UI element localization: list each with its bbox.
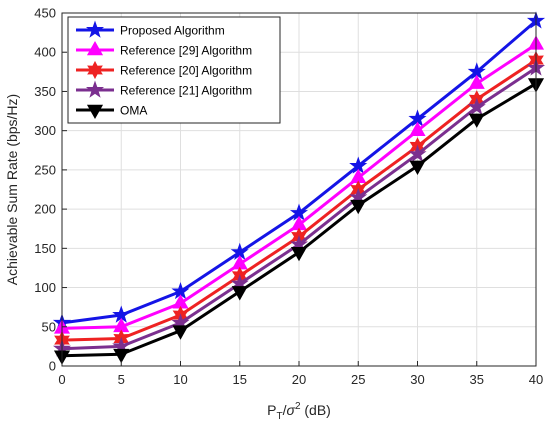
series-1 bbox=[53, 35, 545, 334]
x-tick-label: 15 bbox=[233, 372, 247, 387]
legend-swatch-marker bbox=[86, 104, 104, 120]
data-point bbox=[350, 199, 367, 215]
y-tick-label: 350 bbox=[34, 84, 56, 99]
legend: Proposed Algorithm Reference [29] Algorit… bbox=[67, 16, 281, 124]
legend-label: OMA bbox=[120, 104, 147, 118]
data-point bbox=[468, 74, 485, 89]
y-tick-label: 100 bbox=[34, 280, 56, 295]
legend-swatch-marker bbox=[85, 20, 105, 38]
x-axis-title: PT/σ2 (dB) bbox=[267, 401, 331, 422]
data-point bbox=[290, 246, 308, 262]
y-tick-label: 300 bbox=[34, 123, 56, 138]
legend-label: Reference [29] Algorithm bbox=[120, 44, 252, 58]
ticks: 0 5 10 15 20 25 30 35 40050100150200250300350400… bbox=[34, 6, 543, 388]
x-tick-label: 10 bbox=[173, 372, 187, 387]
x-tick-label: 30 bbox=[410, 372, 424, 387]
series-group bbox=[52, 11, 546, 365]
x-tick-label: 40 bbox=[529, 372, 543, 387]
x-axis-title-sub: T bbox=[276, 411, 282, 422]
legend-swatch-marker bbox=[85, 80, 105, 98]
data-point bbox=[408, 144, 427, 162]
x-axis-title-sup: 2 bbox=[295, 401, 301, 412]
legend-label: Proposed Algorithm bbox=[120, 24, 225, 38]
y-tick-label: 200 bbox=[34, 202, 56, 217]
y-tick-label: 400 bbox=[34, 45, 56, 60]
x-tick-label: 25 bbox=[351, 372, 365, 387]
y-tick-label: 50 bbox=[42, 319, 56, 334]
data-point bbox=[468, 113, 485, 128]
legend-swatch-marker bbox=[87, 60, 103, 80]
y-tick-label: 0 bbox=[49, 359, 56, 374]
legend-swatch-marker bbox=[86, 40, 104, 56]
x-axis-title-sigma: σ bbox=[286, 402, 295, 418]
x-axis-title-slash: / bbox=[283, 402, 287, 418]
x-tick-label: 0 bbox=[58, 372, 65, 387]
data-point bbox=[172, 325, 189, 340]
y-axis-title: Achievable Sum Rate (bps/Hz) bbox=[4, 94, 20, 285]
x-tick-label: 20 bbox=[292, 372, 306, 387]
data-point bbox=[467, 97, 486, 115]
data-point bbox=[113, 348, 130, 364]
x-tick-label: 35 bbox=[470, 372, 484, 387]
data-point bbox=[231, 286, 248, 301]
data-point bbox=[409, 121, 426, 136]
series-4 bbox=[53, 78, 545, 365]
x-axis-title-main: P bbox=[267, 402, 276, 418]
legend-label: Reference [20] Algorithm bbox=[120, 64, 252, 78]
legend-label: Reference [21] Algorithm bbox=[120, 84, 252, 98]
y-tick-label: 450 bbox=[34, 6, 56, 21]
x-axis-title-unit: (dB) bbox=[301, 402, 331, 418]
y-tick-label: 150 bbox=[34, 241, 56, 256]
data-point bbox=[409, 160, 426, 175]
x-tick-label: 5 bbox=[118, 372, 125, 387]
y-tick-label: 250 bbox=[34, 162, 56, 177]
